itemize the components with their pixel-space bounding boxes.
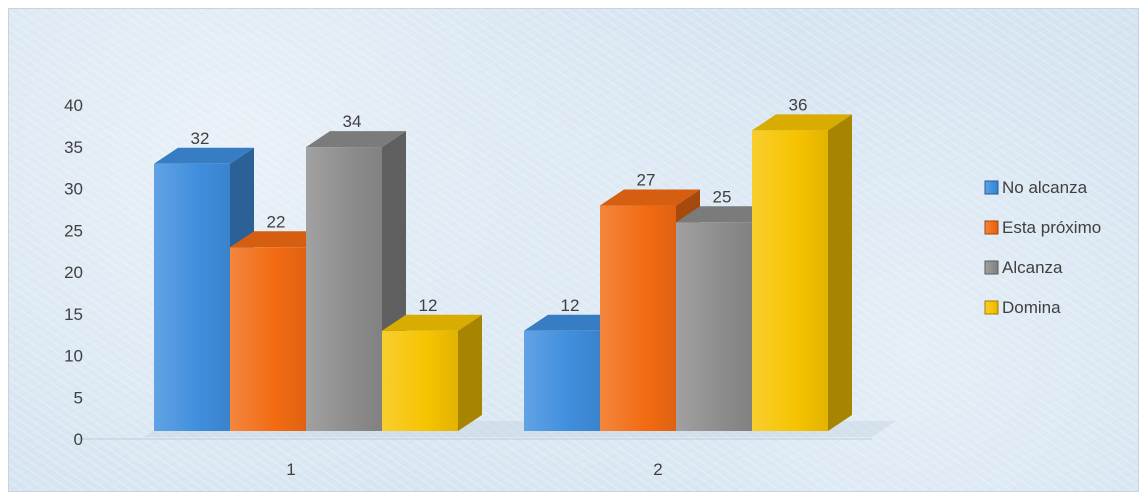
legend-swatch <box>984 220 999 235</box>
legend-label: Esta próximo <box>1002 218 1101 237</box>
bar-front <box>154 163 230 432</box>
bar-front <box>382 330 458 431</box>
y-tick-label: 5 <box>74 388 83 407</box>
y-tick-label: 0 <box>74 430 83 449</box>
bar-top <box>382 314 482 331</box>
bar-front <box>752 130 828 431</box>
bar-front <box>230 247 306 431</box>
data-label: 25 <box>713 187 732 206</box>
bar-front <box>600 205 676 431</box>
legend-item: No alcanza <box>984 178 1088 197</box>
x-category-label: 2 <box>653 460 662 479</box>
y-tick-label: 35 <box>64 138 83 157</box>
value-labels: 32 22 34 12 12 27 25 36 <box>191 95 808 314</box>
data-label: 27 <box>637 171 656 190</box>
bar-top <box>154 147 254 164</box>
y-tick-label: 15 <box>64 305 83 324</box>
bar-top <box>306 131 406 148</box>
legend-swatch <box>984 180 999 195</box>
x-category-label: 1 <box>286 460 295 479</box>
data-label: 12 <box>561 296 580 315</box>
legend: No alcanza Esta próximo Alcanza Domina <box>984 178 1101 317</box>
bar-side <box>458 314 482 431</box>
bar-side <box>828 114 852 432</box>
bar-top <box>676 206 776 223</box>
bar-top <box>752 114 852 131</box>
data-label: 36 <box>789 95 808 114</box>
legend-label: Alcanza <box>1002 258 1063 277</box>
legend-item: Esta próximo <box>984 218 1101 237</box>
legend-label: Domina <box>1002 298 1061 317</box>
legend-item: Alcanza <box>984 258 1063 277</box>
y-axis-ticks: 0 5 10 15 20 25 30 35 40 <box>64 96 83 449</box>
data-label: 12 <box>419 296 438 315</box>
legend-swatch <box>984 260 999 275</box>
y-tick-label: 20 <box>64 263 83 282</box>
data-label: 32 <box>191 129 210 148</box>
y-tick-label: 30 <box>64 180 83 199</box>
bar-top <box>600 189 700 206</box>
y-tick-label: 25 <box>64 221 83 240</box>
bar-front <box>676 222 752 431</box>
bar-front <box>524 330 600 431</box>
bar-domina-cat-2 <box>752 114 852 432</box>
y-tick-label: 40 <box>64 96 83 115</box>
bar-top <box>230 231 330 248</box>
bar-domina-cat-1 <box>382 314 482 431</box>
data-label: 34 <box>343 112 362 131</box>
legend-item: Domina <box>984 298 1061 317</box>
bar-front <box>306 147 382 431</box>
bars <box>154 114 852 432</box>
data-label: 22 <box>267 212 286 231</box>
legend-label: No alcanza <box>1002 178 1088 197</box>
bar-top <box>524 314 624 331</box>
y-tick-label: 10 <box>64 347 83 366</box>
legend-swatch <box>984 300 999 315</box>
